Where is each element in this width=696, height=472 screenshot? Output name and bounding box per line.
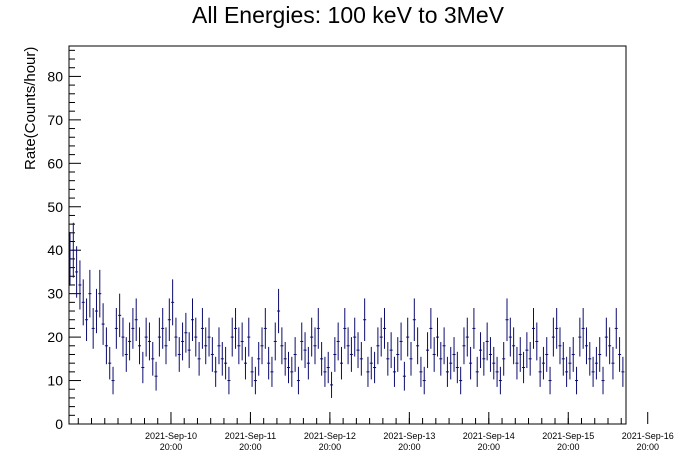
- x-tick-label-date: 2021-Sep-10: [145, 431, 197, 441]
- y-tick-label: 80: [47, 68, 63, 84]
- y-tick-label: 20: [47, 329, 63, 345]
- x-tick-label-time: 20:00: [398, 442, 421, 452]
- y-tick-label: 10: [47, 373, 63, 389]
- x-tick-label-time: 20:00: [557, 442, 580, 452]
- y-tick-label: 30: [47, 286, 63, 302]
- x-tick-label-time: 20:00: [636, 442, 659, 452]
- y-tick-label: 70: [47, 112, 63, 128]
- chart-title: All Energies: 100 keV to 3MeV: [192, 2, 504, 28]
- x-tick-label-date: 2021-Sep-13: [383, 431, 435, 441]
- plot-frame: [68, 45, 627, 425]
- x-tick-label-date: 2021-Sep-12: [304, 431, 356, 441]
- y-tick-label: 0: [55, 416, 63, 432]
- y-tick-label: 50: [47, 199, 63, 215]
- x-tick-label-time: 20:00: [478, 442, 501, 452]
- x-tick-label-time: 20:00: [319, 442, 342, 452]
- x-tick-label-time: 20:00: [160, 442, 183, 452]
- x-tick-label-date: 2021-Sep-11: [225, 431, 276, 441]
- y-tick-label: 40: [47, 242, 63, 258]
- y-tick-label: 60: [47, 155, 63, 171]
- x-tick-label-date: 2021-Sep-14: [463, 431, 515, 441]
- x-tick-label-date: 2021-Sep-15: [542, 431, 594, 441]
- x-tick-label-time: 20:00: [239, 442, 262, 452]
- x-tick-label-date: 2021-Sep-16: [622, 431, 674, 441]
